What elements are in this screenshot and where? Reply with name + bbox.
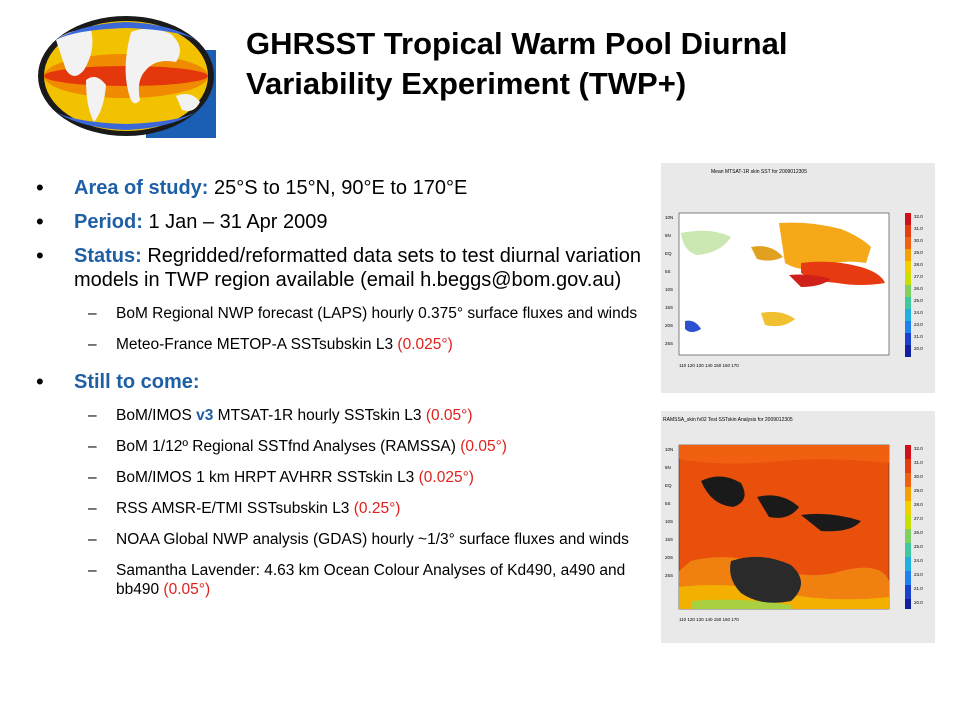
bullet-still-to-come: • Still to come:	[36, 370, 646, 394]
tocome-sub-item: – Samantha Lavender: 4.63 km Ocean Colou…	[36, 561, 646, 599]
dash-marker: –	[88, 500, 97, 517]
tocome-sub-item: – BoM/IMOS v3 MTSAT-1R hourly SSTskin L3…	[36, 406, 646, 425]
bullet-status: • Status: Regridded/reformatted data set…	[36, 244, 646, 292]
scale-tick-label: 29.0	[914, 250, 923, 255]
dash-marker: –	[88, 407, 97, 424]
tocome-sub-item: – NOAA Global NWP analysis (GDAS) hourly…	[36, 530, 646, 549]
scale-tick-label: 32.0	[914, 446, 923, 451]
sub-item-text: BoM 1/12º Regional SSTfnd Analyses (RAMS…	[116, 438, 461, 455]
scale-tick-label: 25.0	[914, 544, 923, 549]
area-label: Area of study:	[74, 177, 209, 199]
scale-tick-label: 20.0	[914, 600, 923, 605]
title-line-2: Variability Experiment (TWP+)	[246, 66, 687, 101]
scale-tick-label: 25.0	[914, 298, 923, 303]
dash-marker: –	[88, 562, 97, 579]
lat-tick-label: 10N	[665, 215, 673, 220]
bullet-dot: •	[36, 209, 44, 234]
scale-tick-label: 24.0	[914, 310, 923, 315]
sub-item-text: Samantha Lavender: 4.63 km Ocean Colour …	[116, 562, 626, 598]
bullet-period: • Period: 1 Jan – 31 Apr 2009	[36, 210, 646, 234]
scale-tick-label: 20.0	[914, 346, 923, 351]
map-lon-labels: 110 120 130 140 150 160 170	[679, 363, 739, 368]
page-title: GHRSST Tropical Warm Pool Diurnal Variab…	[246, 24, 946, 104]
status-label: Status:	[74, 245, 142, 267]
scale-tick-label: 31.0	[914, 460, 923, 465]
lat-tick-label: 20S	[665, 323, 673, 328]
scale-tick-label: 26.0	[914, 530, 923, 535]
lat-tick-label: EQ	[665, 251, 672, 256]
tocome-sub-item: – RSS AMSR-E/TMI SSTsubskin L3 (0.25°)	[36, 499, 646, 518]
scale-tick-label: 30.0	[914, 474, 923, 479]
sub-item-prefix: BoM/IMOS	[116, 407, 197, 424]
sub-item-text: MTSAT-1R hourly SSTskin L3	[213, 407, 426, 424]
scale-tick-label: 29.0	[914, 488, 923, 493]
lat-tick-label: 25S	[665, 341, 673, 346]
lat-tick-label: 10S	[665, 287, 673, 292]
scale-tick-label: 23.0	[914, 322, 923, 327]
bullet-dot: •	[36, 175, 44, 200]
dash-marker: –	[88, 336, 97, 353]
lat-tick-label: 15S	[665, 305, 673, 310]
sub-item-resolution: (0.05°)	[460, 438, 507, 455]
period-text: 1 Jan – 31 Apr 2009	[142, 211, 328, 233]
scale-tick-label: 31.0	[914, 226, 923, 231]
lat-tick-label: 20S	[665, 555, 673, 560]
dash-marker: –	[88, 438, 97, 455]
sub-item-text: Meteo-France METOP-A SSTsubskin L3	[116, 336, 398, 353]
scale-tick-label: 28.0	[914, 502, 923, 507]
scale-tick-label: 27.0	[914, 274, 923, 279]
lat-tick-label: 5N	[665, 233, 671, 238]
lat-tick-label: 5S	[665, 501, 671, 506]
area-text: 25°S to 15°N, 90°E to 170°E	[208, 177, 468, 199]
bullet-list: • Area of study: 25°S to 15°N, 90°E to 1…	[36, 176, 646, 611]
sub-item-text: BoM Regional NWP forecast (LAPS) hourly …	[116, 305, 638, 322]
sub-item-resolution: (0.025°)	[418, 469, 474, 486]
title-line-1: GHRSST Tropical Warm Pool Diurnal	[246, 26, 788, 61]
lat-tick-label: EQ	[665, 483, 672, 488]
lat-tick-label: 15S	[665, 537, 673, 542]
scale-tick-label: 27.0	[914, 516, 923, 521]
scale-tick-label: 21.0	[914, 586, 923, 591]
sub-item-resolution: (0.05°)	[163, 581, 211, 598]
lat-tick-label: 25S	[665, 573, 673, 578]
scale-tick-label: 21.0	[914, 334, 923, 339]
sub-item-text: BoM/IMOS 1 km HRPT AVHRR SSTskin L3	[116, 469, 419, 486]
map-lon-labels: 110 120 130 140 150 160 170	[679, 617, 739, 622]
bullet-area: • Area of study: 25°S to 15°N, 90°E to 1…	[36, 176, 646, 200]
scale-tick-label: 30.0	[914, 238, 923, 243]
lat-tick-label: 5N	[665, 465, 671, 470]
scale-tick-label: 28.0	[914, 262, 923, 267]
map-caption: Mean MTSAT-1R skin SST for 2009012305	[711, 169, 807, 175]
dash-marker: –	[88, 305, 97, 322]
sub-item-version: v3	[196, 407, 214, 424]
tocome-sub-item: – BoM/IMOS 1 km HRPT AVHRR SSTskin L3 (0…	[36, 468, 646, 487]
scale-tick-label: 23.0	[914, 572, 923, 577]
sub-item-resolution: (0.05°)	[425, 407, 473, 424]
sub-item-text: NOAA Global NWP analysis (GDAS) hourly ~…	[116, 531, 629, 548]
map-caption: RAMSSA_skin fv02 Test SSTskin Analysis f…	[663, 417, 793, 423]
status-text: Regridded/reformatted data sets to test …	[74, 245, 641, 291]
lat-tick-label: 10N	[665, 447, 673, 452]
still-to-come-label: Still to come:	[74, 371, 200, 393]
bullet-dot: •	[36, 243, 44, 268]
sub-item-resolution: (0.025°)	[397, 336, 453, 353]
sub-item-text: RSS AMSR-E/TMI SSTsubskin L3	[116, 500, 354, 517]
scale-tick-label: 26.0	[914, 286, 923, 291]
dash-marker: –	[88, 469, 97, 486]
status-sub-item: – BoM Regional NWP forecast (LAPS) hourl…	[36, 304, 646, 323]
lat-tick-label: 5S	[665, 269, 671, 274]
scale-tick-label: 32.0	[914, 214, 923, 219]
sub-item-resolution: (0.25°)	[353, 500, 401, 517]
period-label: Period:	[74, 211, 143, 233]
tocome-sub-item: – BoM 1/12º Regional SSTfnd Analyses (RA…	[36, 437, 646, 456]
lat-tick-label: 10S	[665, 519, 673, 524]
scale-tick-label: 24.0	[914, 558, 923, 563]
dash-marker: –	[88, 531, 97, 548]
ramssa-sst-map: RAMSSA_skin fv02 Test SSTskin Analysis f…	[661, 411, 935, 643]
status-sub-item: – Meteo-France METOP-A SSTsubskin L3 (0.…	[36, 335, 646, 354]
bullet-dot: •	[36, 369, 44, 394]
mtsat-sst-map: Mean MTSAT-1R skin SST for 2009012305 11…	[661, 163, 935, 393]
ghrsst-logo	[36, 10, 222, 140]
